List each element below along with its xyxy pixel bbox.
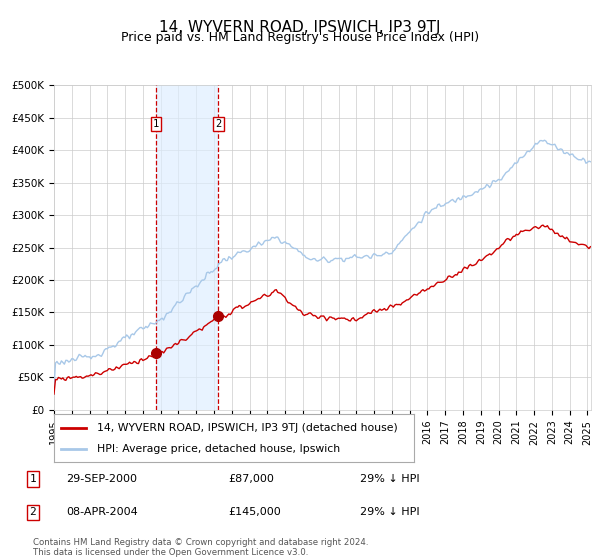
- Text: £87,000: £87,000: [228, 474, 274, 484]
- Text: 29-SEP-2000: 29-SEP-2000: [66, 474, 137, 484]
- Text: £145,000: £145,000: [228, 507, 281, 517]
- Text: 08-APR-2004: 08-APR-2004: [66, 507, 138, 517]
- Text: 2: 2: [215, 119, 221, 129]
- Text: 2: 2: [29, 507, 37, 517]
- Text: 29% ↓ HPI: 29% ↓ HPI: [360, 474, 419, 484]
- Text: 14, WYVERN ROAD, IPSWICH, IP3 9TJ (detached house): 14, WYVERN ROAD, IPSWICH, IP3 9TJ (detac…: [97, 423, 398, 433]
- Text: 29% ↓ HPI: 29% ↓ HPI: [360, 507, 419, 517]
- Bar: [156, 85, 218, 410]
- Text: HPI: Average price, detached house, Ipswich: HPI: Average price, detached house, Ipsw…: [97, 444, 340, 454]
- Text: 1: 1: [29, 474, 37, 484]
- Text: Price paid vs. HM Land Registry's House Price Index (HPI): Price paid vs. HM Land Registry's House …: [121, 31, 479, 44]
- Text: Contains HM Land Registry data © Crown copyright and database right 2024.
This d: Contains HM Land Registry data © Crown c…: [33, 538, 368, 557]
- Text: 1: 1: [153, 119, 160, 129]
- Text: 14, WYVERN ROAD, IPSWICH, IP3 9TJ: 14, WYVERN ROAD, IPSWICH, IP3 9TJ: [159, 20, 441, 35]
